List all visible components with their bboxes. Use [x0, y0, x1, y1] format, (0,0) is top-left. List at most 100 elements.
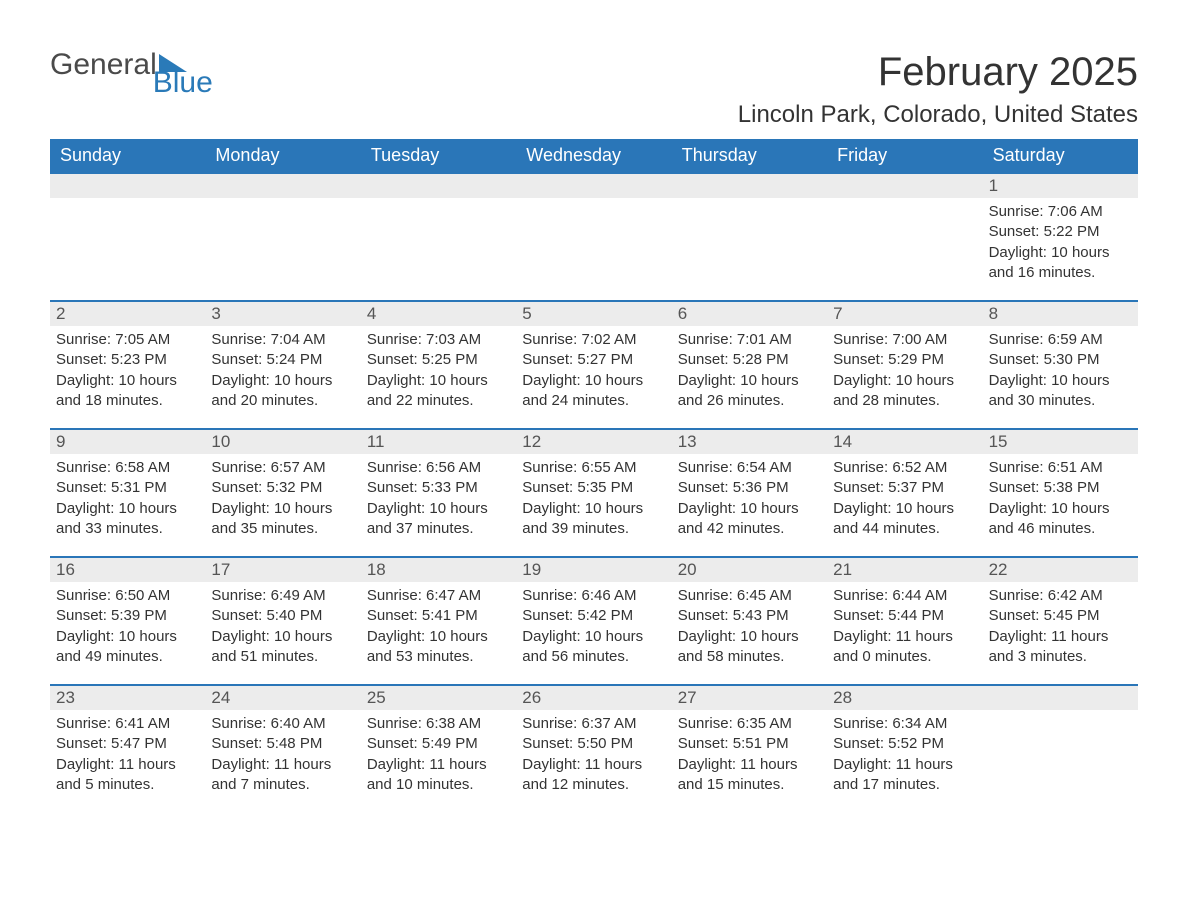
sunrise-line: Sunrise: 6:51 AM — [989, 458, 1132, 478]
day-number-row: 24 — [205, 684, 360, 710]
daylight-line: Daylight: 11 hours and 0 minutes. — [833, 627, 976, 668]
day-number-row — [672, 172, 827, 198]
location-subtitle: Lincoln Park, Colorado, United States — [50, 101, 1138, 129]
day-number-row: 27 — [672, 684, 827, 710]
calendar-cell: 23Sunrise: 6:41 AMSunset: 5:47 PMDayligh… — [50, 684, 205, 812]
day-number-row: 6 — [672, 300, 827, 326]
calendar-cell — [205, 172, 360, 300]
calendar-cell: 14Sunrise: 6:52 AMSunset: 5:37 PMDayligh… — [827, 428, 982, 556]
calendar-cell — [361, 172, 516, 300]
day-body: Sunrise: 6:35 AMSunset: 5:51 PMDaylight:… — [672, 710, 827, 805]
day-body: Sunrise: 7:00 AMSunset: 5:29 PMDaylight:… — [827, 326, 982, 421]
calendar-cell: 10Sunrise: 6:57 AMSunset: 5:32 PMDayligh… — [205, 428, 360, 556]
day-number-row: 13 — [672, 428, 827, 454]
calendar-cell — [827, 172, 982, 300]
daylight-line: Daylight: 11 hours and 3 minutes. — [989, 627, 1132, 668]
day-number-row: 28 — [827, 684, 982, 710]
calendar-cell: 16Sunrise: 6:50 AMSunset: 5:39 PMDayligh… — [50, 556, 205, 684]
calendar-cell: 2Sunrise: 7:05 AMSunset: 5:23 PMDaylight… — [50, 300, 205, 428]
sunrise-line: Sunrise: 6:37 AM — [522, 714, 665, 734]
calendar-cell: 15Sunrise: 6:51 AMSunset: 5:38 PMDayligh… — [983, 428, 1138, 556]
day-body: Sunrise: 6:58 AMSunset: 5:31 PMDaylight:… — [50, 454, 205, 549]
sunset-line: Sunset: 5:42 PM — [522, 606, 665, 626]
day-body: Sunrise: 6:34 AMSunset: 5:52 PMDaylight:… — [827, 710, 982, 805]
calendar-cell: 22 Sunrise: 6:42 AMSunset: 5:45 PMDayligh… — [983, 556, 1138, 684]
sunrise-line: Sunrise: 6:41 AM — [56, 714, 199, 734]
day-number-row — [983, 684, 1138, 710]
daylight-line: Daylight: 10 hours and 33 minutes. — [56, 499, 199, 540]
calendar-cell: 17Sunrise: 6:49 AMSunset: 5:40 PMDayligh… — [205, 556, 360, 684]
sunrise-line: Sunrise: 6:40 AM — [211, 714, 354, 734]
sunrise-line: Sunrise: 6:42 AM — [989, 586, 1132, 606]
daylight-line: Daylight: 11 hours and 10 minutes. — [367, 755, 510, 796]
day-body: Sunrise: 6:59 AMSunset: 5:30 PMDaylight:… — [983, 326, 1138, 421]
sunset-line: Sunset: 5:24 PM — [211, 350, 354, 370]
calendar-cell: 4Sunrise: 7:03 AMSunset: 5:25 PMDaylight… — [361, 300, 516, 428]
calendar-cell: 13Sunrise: 6:54 AMSunset: 5:36 PMDayligh… — [672, 428, 827, 556]
day-number-row — [361, 172, 516, 198]
day-number-row — [827, 172, 982, 198]
sunset-line: Sunset: 5:41 PM — [367, 606, 510, 626]
daylight-line: Daylight: 10 hours and 26 minutes. — [678, 371, 821, 412]
sunrise-line: Sunrise: 7:06 AM — [989, 202, 1132, 222]
sunset-line: Sunset: 5:45 PM — [989, 606, 1132, 626]
day-number-row: 23 — [50, 684, 205, 710]
day-number-row: 25 — [361, 684, 516, 710]
day-number-row: 20 — [672, 556, 827, 582]
calendar-cell: 3Sunrise: 7:04 AMSunset: 5:24 PMDaylight… — [205, 300, 360, 428]
calendar-cell: 19Sunrise: 6:46 AMSunset: 5:42 PMDayligh… — [516, 556, 671, 684]
day-number-row: 10 — [205, 428, 360, 454]
day-number-row: 16 — [50, 556, 205, 582]
sunrise-line: Sunrise: 7:02 AM — [522, 330, 665, 350]
daylight-line: Daylight: 10 hours and 39 minutes. — [522, 499, 665, 540]
day-body: Sunrise: 7:06 AMSunset: 5:22 PMDaylight:… — [983, 198, 1138, 293]
sunrise-line: Sunrise: 6:47 AM — [367, 586, 510, 606]
day-number-row: 14 — [827, 428, 982, 454]
day-number-row: 2 — [50, 300, 205, 326]
daylight-line: Daylight: 11 hours and 15 minutes. — [678, 755, 821, 796]
sunrise-line: Sunrise: 7:00 AM — [833, 330, 976, 350]
calendar-cell: 9Sunrise: 6:58 AMSunset: 5:31 PMDaylight… — [50, 428, 205, 556]
daylight-line: Daylight: 10 hours and 37 minutes. — [367, 499, 510, 540]
day-body: Sunrise: 6:37 AMSunset: 5:50 PMDaylight:… — [516, 710, 671, 805]
calendar-cell: 8Sunrise: 6:59 AMSunset: 5:30 PMDaylight… — [983, 300, 1138, 428]
sunset-line: Sunset: 5:33 PM — [367, 478, 510, 498]
day-body: Sunrise: 6:47 AMSunset: 5:41 PMDaylight:… — [361, 582, 516, 677]
calendar-cell: 26Sunrise: 6:37 AMSunset: 5:50 PMDayligh… — [516, 684, 671, 812]
sunrise-line: Sunrise: 6:57 AM — [211, 458, 354, 478]
month-title: February 2025 — [878, 50, 1138, 95]
sunrise-line: Sunrise: 6:58 AM — [56, 458, 199, 478]
sunset-line: Sunset: 5:50 PM — [522, 734, 665, 754]
day-body: Sunrise: 6:45 AMSunset: 5:43 PMDaylight:… — [672, 582, 827, 677]
sunrise-line: Sunrise: 6:52 AM — [833, 458, 976, 478]
sunrise-line: Sunrise: 7:03 AM — [367, 330, 510, 350]
day-body: Sunrise: 6:40 AMSunset: 5:48 PMDaylight:… — [205, 710, 360, 805]
daylight-line: Daylight: 11 hours and 12 minutes. — [522, 755, 665, 796]
calendar-cell: 25Sunrise: 6:38 AMSunset: 5:49 PMDayligh… — [361, 684, 516, 812]
sunset-line: Sunset: 5:52 PM — [833, 734, 976, 754]
day-number-row: 22 — [983, 556, 1138, 582]
day-body: Sunrise: 6:51 AMSunset: 5:38 PMDaylight:… — [983, 454, 1138, 549]
sunset-line: Sunset: 5:23 PM — [56, 350, 199, 370]
sunset-line: Sunset: 5:40 PM — [211, 606, 354, 626]
day-body: Sunrise: 6:49 AMSunset: 5:40 PMDaylight:… — [205, 582, 360, 677]
day-body: Sunrise: 6:38 AMSunset: 5:49 PMDaylight:… — [361, 710, 516, 805]
day-number-row: 11 — [361, 428, 516, 454]
day-body: Sunrise: 6:44 AMSunset: 5:44 PMDaylight:… — [827, 582, 982, 677]
daylight-line: Daylight: 10 hours and 30 minutes. — [989, 371, 1132, 412]
daylight-line: Daylight: 10 hours and 42 minutes. — [678, 499, 821, 540]
day-body: Sunrise: 7:05 AMSunset: 5:23 PMDaylight:… — [50, 326, 205, 421]
day-number-row: 8 — [983, 300, 1138, 326]
sunset-line: Sunset: 5:47 PM — [56, 734, 199, 754]
sunset-line: Sunset: 5:29 PM — [833, 350, 976, 370]
calendar-cell: 12Sunrise: 6:55 AMSunset: 5:35 PMDayligh… — [516, 428, 671, 556]
sunset-line: Sunset: 5:36 PM — [678, 478, 821, 498]
daylight-line: Daylight: 10 hours and 16 minutes. — [989, 243, 1132, 284]
day-body: Sunrise: 6:46 AMSunset: 5:42 PMDaylight:… — [516, 582, 671, 677]
calendar-cell: 6Sunrise: 7:01 AMSunset: 5:28 PMDaylight… — [672, 300, 827, 428]
sunrise-line: Sunrise: 7:04 AM — [211, 330, 354, 350]
daylight-line: Daylight: 10 hours and 22 minutes. — [367, 371, 510, 412]
calendar-cell — [516, 172, 671, 300]
day-body: Sunrise: 6:50 AMSunset: 5:39 PMDaylight:… — [50, 582, 205, 677]
sunset-line: Sunset: 5:32 PM — [211, 478, 354, 498]
